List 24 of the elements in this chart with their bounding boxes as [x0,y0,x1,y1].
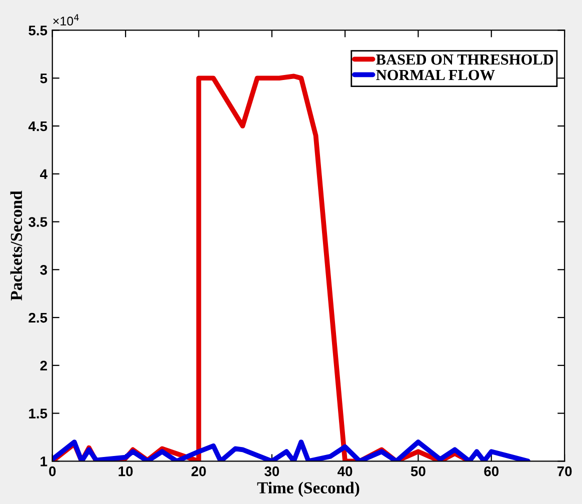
y-tick-label: 4 [40,169,48,179]
x-tick-label: 20 [191,466,206,476]
y-tick-label: 2 [40,360,47,370]
y-tick-label: 2.5 [28,312,48,323]
y-axis-title: Packets/Second [10,190,22,301]
y-tick-label: 1 [40,456,48,466]
x-axis-title: Time (Second) [257,482,360,497]
legend-label: BASED ON THRESHOLD [376,54,554,65]
y-tick-label: 5 [40,74,48,84]
x-tick-label: 50 [410,466,426,476]
y-tick-label: 3.5 [28,217,48,227]
y-tick-label: 5.5 [28,26,48,36]
x-tick-label: 30 [264,466,280,476]
y-tick-label: 3 [40,264,48,275]
text: ×10$^{4}$ [53,14,79,26]
y-tick-label: 1.5 [29,408,48,418]
legend-label: NORMAL FLOW [376,70,495,80]
x-tick-label: 70 [557,466,572,476]
x-tick-label: 0 [49,466,56,476]
x-tick-label: 10 [118,466,133,476]
x-tick-label: 60 [484,466,499,476]
x-tick-label: 40 [338,466,352,476]
line-series [52,440,530,462]
y-tick-label: 4.5 [28,121,48,132]
